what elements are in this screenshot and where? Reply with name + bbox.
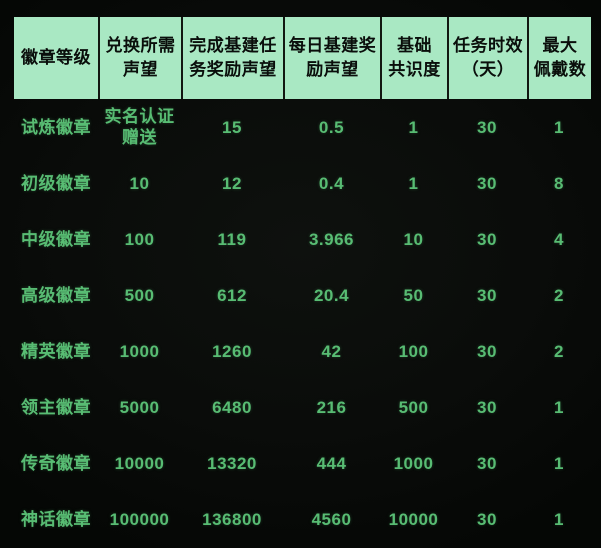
table-cell-badge-name: 领主徽章 (21, 397, 91, 417)
table-cell: 30 (477, 509, 497, 529)
table-cell: 3.966 (308, 229, 355, 249)
table-row-lord-badge: 领主徽章 5000 6480 216 500 30 1 (14, 379, 591, 435)
table-cell: 42 (321, 341, 342, 361)
table-cell: 100 (124, 229, 155, 249)
table-cell: 119 (217, 229, 247, 249)
table-cell: 500 (124, 285, 155, 305)
table-cell: 30 (477, 453, 497, 473)
table-cell: 500 (398, 397, 429, 417)
table-cell: 1 (554, 397, 564, 417)
table-cell: 1 (554, 117, 564, 137)
table-cell: 2 (554, 285, 564, 305)
table-cell: 1 (554, 453, 564, 473)
table-cell: 30 (477, 285, 497, 305)
table-cell: 100000 (109, 509, 170, 529)
column-header-base-consensus: 基础 共识度 (380, 17, 447, 99)
table-row-intermediate-badge: 中级徽章 100 119 3.966 10 30 4 (14, 211, 591, 267)
column-header-daily-infra-reward: 每日基建奖 励声望 (283, 17, 380, 99)
table-cell: 12 (222, 173, 242, 193)
table-row-myth-badge: 神话徽章 100000 136800 4560 10000 30 1 (14, 491, 591, 547)
table-cell-badge-name: 传奇徽章 (21, 453, 91, 473)
table-cell: 10000 (114, 453, 165, 473)
table-cell: 1 (408, 117, 419, 137)
table-cell: 4 (554, 229, 564, 249)
table-cell: 30 (477, 229, 497, 249)
table-cell: 2 (554, 341, 564, 361)
table-cell: 1260 (212, 341, 252, 361)
column-header-task-duration: 任务时效 （天） (447, 17, 527, 99)
table-cell: 10 (129, 173, 150, 193)
table-cell: 1 (408, 173, 419, 193)
column-header-max-wearable: 最大 佩戴数 (527, 17, 591, 99)
table-cell-badge-name: 精英徽章 (21, 341, 91, 361)
table-row-advanced-badge: 高级徽章 500 612 20.4 50 30 2 (14, 267, 591, 323)
table-cell: 20.4 (313, 285, 350, 305)
column-header-infra-task-reward: 完成基建任 务奖励声望 (181, 17, 283, 99)
table-cell-badge-name: 初级徽章 (21, 173, 91, 193)
table-cell: 5000 (119, 397, 160, 417)
column-header-exchange-reputation: 兑换所需 声望 (98, 17, 181, 99)
table-cell: 100 (398, 341, 429, 361)
table-cell-badge-name: 神话徽章 (21, 509, 91, 529)
table-cell: 实名认证 赠送 (104, 107, 175, 147)
table-cell: 1 (554, 509, 564, 529)
table-cell: 612 (217, 285, 247, 305)
table-row-legend-badge: 传奇徽章 10000 13320 444 1000 30 1 (14, 435, 591, 491)
table-row-elite-badge: 精英徽章 1000 1260 42 100 30 2 (14, 323, 591, 379)
table-cell: 0.5 (318, 117, 345, 137)
column-header-badge-level: 徽章等级 (14, 17, 98, 99)
table-cell: 216 (316, 397, 347, 417)
table-cell: 30 (477, 173, 497, 193)
table-cell: 13320 (207, 453, 257, 473)
table-cell: 136800 (202, 509, 262, 529)
table-cell: 6480 (212, 397, 252, 417)
table-cell-badge-name: 试炼徽章 (21, 117, 91, 137)
table-cell: 444 (316, 453, 347, 473)
table-header-row: 徽章等级 兑换所需 声望 完成基建任 务奖励声望 每日基建奖 励声望 基础 共识… (14, 17, 591, 99)
table-cell: 30 (477, 341, 497, 361)
table-cell: 1000 (119, 341, 160, 361)
table-cell-badge-name: 高级徽章 (21, 285, 91, 305)
table-cell: 15 (222, 117, 242, 137)
table-cell: 30 (477, 397, 497, 417)
table-cell: 4560 (311, 509, 352, 529)
table-row-primary-badge: 初级徽章 10 12 0.4 1 30 8 (14, 155, 591, 211)
table-row-trial-badge: 试炼徽章 实名认证 赠送 15 0.5 1 30 1 (14, 99, 591, 155)
table-cell: 10000 (388, 509, 439, 529)
table-cell: 0.4 (318, 173, 345, 193)
table-cell-badge-name: 中级徽章 (21, 229, 91, 249)
table-cell: 10 (403, 229, 424, 249)
table-cell: 50 (403, 285, 424, 305)
badge-reputation-table: 徽章等级 兑换所需 声望 完成基建任 务奖励声望 每日基建奖 励声望 基础 共识… (14, 17, 591, 547)
table-cell: 8 (554, 173, 564, 193)
table-cell: 30 (477, 117, 497, 137)
table-cell: 1000 (393, 453, 434, 473)
